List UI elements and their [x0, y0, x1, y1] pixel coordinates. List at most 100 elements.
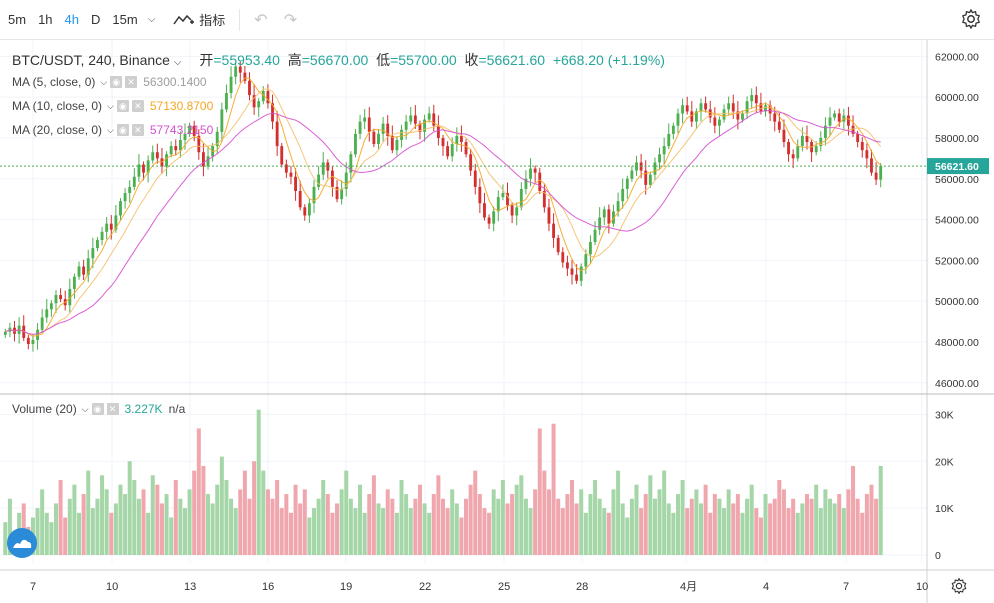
volume-value: 3.227K — [124, 402, 163, 416]
undo-icon[interactable]: ↶ — [254, 11, 268, 29]
ma20-label[interactable]: MA (20, close, 0) — [12, 123, 103, 137]
volume-bar — [417, 484, 422, 555]
candle-body — [478, 186, 482, 204]
timeframe-dropdown-icon[interactable]: ⌵ — [147, 14, 156, 25]
volume-bar — [828, 498, 833, 555]
top-toolbar: 5m 1h 4h D 15m ⌵ 指标 ↶ ↷ — [0, 0, 994, 40]
candle-body — [201, 152, 205, 167]
price-axis-label: 62000.00 — [935, 51, 979, 63]
volume-bar — [800, 503, 805, 555]
ma20-dropdown-icon[interactable]: ⌵ — [107, 124, 114, 135]
timeframe-1h[interactable]: 1h — [38, 11, 53, 27]
volume-bar — [431, 494, 436, 555]
symbol-dropdown-icon[interactable]: ⌵ — [173, 57, 182, 68]
ma10-visibility-icon[interactable]: ◉ — [116, 100, 129, 112]
candle-body — [736, 111, 740, 120]
candle-body — [100, 231, 104, 240]
volume-bar — [749, 484, 754, 555]
ma20-visibility-icon[interactable]: ◉ — [116, 124, 129, 136]
close-label: 收 — [464, 52, 479, 68]
volume-bar — [546, 489, 551, 555]
volume-label[interactable]: Volume (20) — [12, 402, 77, 416]
ma20-remove-icon[interactable]: ✕ — [131, 124, 144, 136]
candle-body — [275, 121, 279, 147]
volume-bar — [330, 512, 335, 555]
redo-icon[interactable]: ↷ — [283, 11, 298, 29]
settings-gear-icon[interactable] — [960, 8, 982, 30]
volume-bar — [468, 484, 473, 555]
timeframe-5m[interactable]: 5m — [8, 11, 27, 27]
volume-bar — [583, 512, 588, 555]
ma5-remove-icon[interactable]: ✕ — [125, 76, 138, 88]
candle-body — [745, 101, 749, 114]
volume-bar — [109, 512, 114, 555]
volume-bar — [523, 498, 528, 555]
timeframe-d[interactable]: D — [91, 11, 101, 27]
volume-bar — [288, 512, 293, 555]
ohlc-values: 开=55953.40 高=56670.00 低=55700.00 收=56621… — [199, 52, 665, 68]
price-axis-label: 54000.00 — [935, 215, 979, 227]
date-axis-label: 10 — [106, 581, 118, 593]
ma5-label[interactable]: MA (5, close, 0) — [12, 75, 96, 89]
candle-body — [773, 113, 777, 122]
volume-bar — [832, 503, 837, 555]
candle-body — [575, 274, 579, 281]
symbol-title[interactable]: BTC/USDT, 240, Binance — [12, 52, 170, 68]
volume-bar — [413, 498, 418, 555]
volume-bar — [652, 498, 657, 555]
volume-bar — [851, 465, 856, 555]
scale-settings-gear-icon[interactable] — [950, 577, 968, 595]
ma5-visibility-icon[interactable]: ◉ — [110, 76, 123, 88]
timeframe-15m[interactable]: 15m — [112, 11, 138, 27]
candle-body — [238, 66, 242, 73]
candle-body — [625, 178, 629, 189]
volume-bar — [482, 508, 487, 555]
candle-body — [77, 266, 81, 277]
candle-body — [72, 276, 76, 289]
volume-bar — [40, 489, 45, 555]
date-axis-label: 19 — [340, 581, 352, 593]
volume-bar — [565, 494, 570, 555]
candle-body — [36, 329, 39, 340]
brand-logo-icon[interactable] — [7, 528, 37, 558]
candle-body — [326, 162, 330, 171]
volume-bar — [625, 517, 630, 555]
candle-body — [307, 203, 311, 216]
candle-body — [814, 146, 818, 153]
candle-body — [593, 229, 597, 243]
volume-bar — [533, 489, 538, 555]
date-axis-label: 28 — [576, 581, 588, 593]
candle-body — [363, 117, 367, 122]
candle-body — [413, 115, 417, 124]
volume-bar — [422, 503, 427, 555]
symbol-legend: BTC/USDT, 240, Binance ⌵ 开=55953.40 高=56… — [12, 50, 665, 70]
candle-body — [441, 137, 445, 147]
indicators-button[interactable]: 指标 — [165, 10, 233, 29]
volume-bar — [192, 470, 197, 555]
volume-remove-icon[interactable]: ✕ — [106, 403, 119, 415]
candle-body — [768, 105, 772, 114]
ma10-remove-icon[interactable]: ✕ — [131, 100, 144, 112]
candle-body — [579, 266, 583, 281]
volume-bar — [496, 498, 501, 555]
ma10-label[interactable]: MA (10, close, 0) — [12, 99, 103, 113]
ma5-dropdown-icon[interactable]: ⌵ — [100, 76, 108, 87]
candle-body — [598, 217, 602, 230]
volume-bar — [201, 465, 206, 555]
candle-body — [833, 113, 837, 118]
candle-body — [215, 131, 219, 147]
candle-body — [492, 211, 496, 224]
timeframe-4h[interactable]: 4h — [64, 11, 79, 27]
candle-body — [529, 168, 532, 179]
volume-bar — [229, 498, 234, 555]
candle-body — [805, 135, 809, 143]
volume-bar — [777, 480, 782, 555]
ma10-dropdown-icon[interactable]: ⌵ — [107, 100, 114, 111]
volume-bar — [247, 498, 252, 555]
price-axis-label: 56000.00 — [935, 174, 979, 186]
close-value: 56621.60 — [486, 52, 546, 68]
candle-body — [648, 174, 652, 185]
volume-visibility-icon[interactable]: ◉ — [91, 403, 104, 415]
volume-dropdown-icon[interactable]: ⌵ — [81, 403, 89, 414]
volume-bar — [113, 503, 118, 555]
